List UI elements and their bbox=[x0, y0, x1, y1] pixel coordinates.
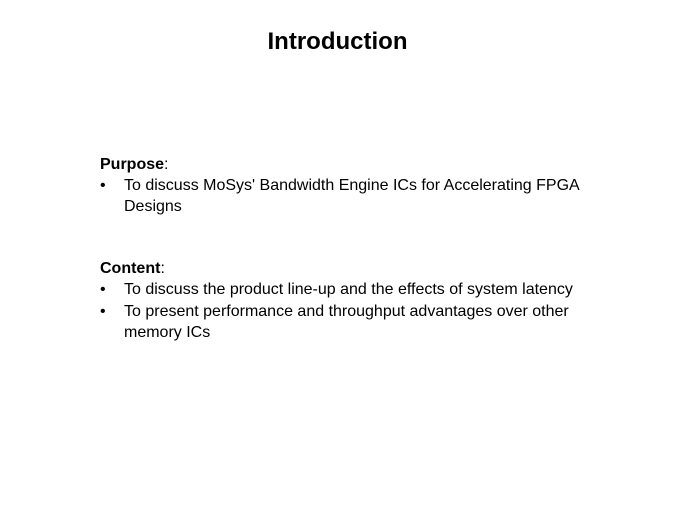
content-label-suffix: : bbox=[160, 260, 164, 277]
slide-container: Introduction Purpose: To discuss MoSys' … bbox=[0, 0, 675, 506]
purpose-label-text: Purpose bbox=[100, 156, 164, 173]
purpose-label-suffix: : bbox=[164, 156, 168, 173]
content-section: Content: To discuss the product line-up … bbox=[100, 260, 615, 344]
content-label-text: Content bbox=[100, 260, 160, 277]
slide-title: Introduction bbox=[0, 28, 675, 56]
purpose-bullets: To discuss MoSys' Bandwidth Engine ICs f… bbox=[100, 176, 615, 218]
content-area: Purpose: To discuss MoSys' Bandwidth Eng… bbox=[0, 156, 675, 344]
bullet-item: To discuss the product line-up and the e… bbox=[100, 280, 615, 301]
bullet-item: To discuss MoSys' Bandwidth Engine ICs f… bbox=[100, 176, 615, 218]
purpose-section: Purpose: To discuss MoSys' Bandwidth Eng… bbox=[100, 156, 615, 218]
purpose-label: Purpose: bbox=[100, 156, 615, 174]
content-label: Content: bbox=[100, 260, 615, 278]
content-bullets: To discuss the product line-up and the e… bbox=[100, 280, 615, 344]
bullet-item: To present performance and throughput ad… bbox=[100, 302, 615, 344]
